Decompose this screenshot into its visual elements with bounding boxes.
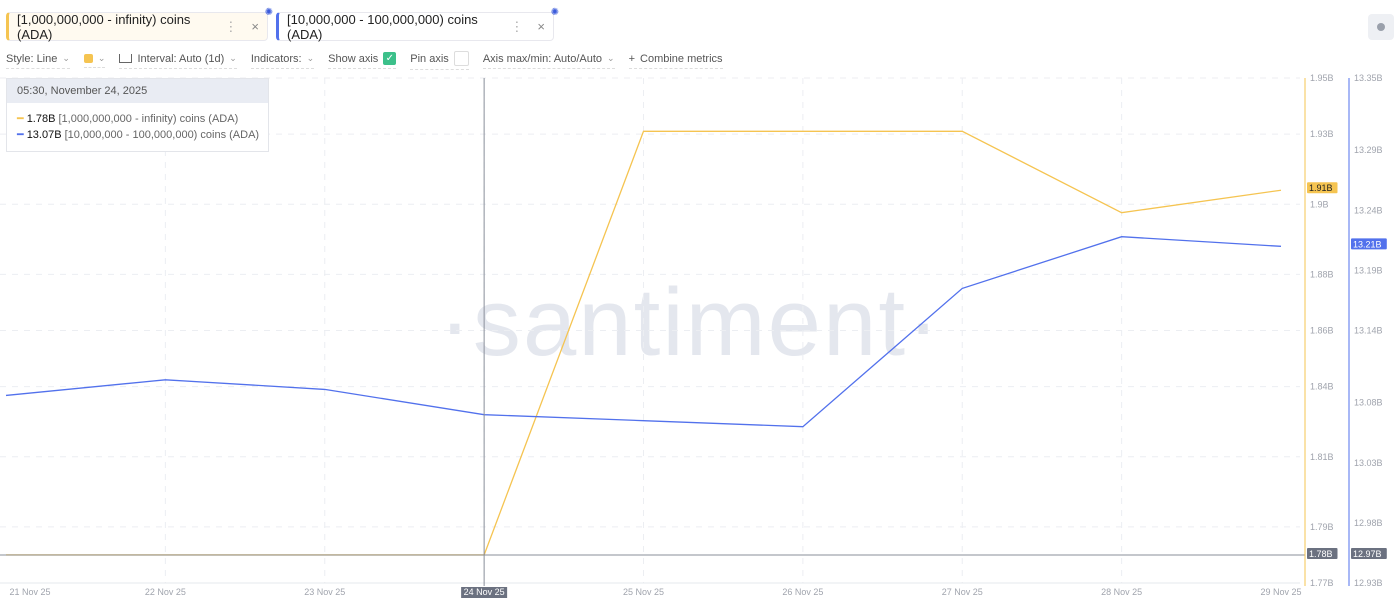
chevron-down-icon: ⌄ bbox=[306, 53, 315, 63]
ruler-icon bbox=[119, 54, 133, 63]
hover-value-badge-2-bg bbox=[1351, 547, 1387, 559]
y-tick-label-right: 13.29B bbox=[1354, 145, 1383, 155]
more-options-icon[interactable]: ⋮ bbox=[510, 18, 524, 34]
checkbox-unchecked[interactable] bbox=[453, 51, 469, 66]
toolbar: Style: Line ⌄ ⌄ Interval: Auto (1d) ⌄ Indi… bbox=[6, 51, 723, 70]
show-axis-label: Show axis bbox=[328, 52, 379, 65]
pin-axis-label: Pin axis bbox=[410, 52, 449, 65]
indicators-dropdown[interactable]: Indicators: ⌄ bbox=[250, 52, 315, 69]
x-tick-label: 26 Nov 25 bbox=[782, 587, 823, 597]
y-tick-label-left: 1.88B bbox=[1310, 269, 1334, 279]
axis-maxmin-label: Axis max/min: Auto/Auto bbox=[482, 52, 603, 65]
show-axis-toggle[interactable]: Show axis ✓ bbox=[328, 52, 397, 69]
y-tick-label-right: 13.03B bbox=[1354, 458, 1383, 468]
last-value-badge-2-bg bbox=[1351, 238, 1387, 250]
interval-dropdown[interactable]: Interval: Auto (1d) ⌄ bbox=[119, 52, 237, 69]
last-value-badge-2: 13.21B bbox=[1353, 239, 1382, 249]
tooltip-label: [10,000,000 - 100,000,000) coins (ADA) bbox=[64, 129, 260, 141]
chart-settings-button[interactable] bbox=[1368, 14, 1394, 40]
combine-metrics-label: Combine metrics bbox=[640, 52, 723, 65]
x-tick-label: 24 Nov 25 bbox=[464, 587, 505, 597]
plus-icon: + bbox=[628, 52, 636, 65]
chevron-down-icon: ⌄ bbox=[229, 53, 237, 63]
hover-tooltip: 05:30, November 24, 2025 ━ 1.78B [1,000,… bbox=[6, 78, 269, 152]
more-options-icon[interactable]: ⋮ bbox=[224, 18, 238, 34]
tooltip-value: 13.07B bbox=[26, 129, 62, 141]
blue-dash-icon: ━ bbox=[17, 129, 24, 141]
interval-label: Interval: Auto (1d) bbox=[137, 52, 225, 65]
y-tick-label-left: 1.9B bbox=[1310, 199, 1329, 209]
y-tick-label-left: 1.86B bbox=[1310, 326, 1334, 336]
chevron-down-icon: ⌄ bbox=[62, 53, 70, 63]
pin-axis-toggle[interactable]: Pin axis bbox=[410, 51, 469, 70]
y-tick-label-right: 12.98B bbox=[1354, 518, 1383, 528]
y-tick-label-left: 1.79B bbox=[1310, 522, 1334, 532]
tooltip-value: 1.78B bbox=[26, 113, 56, 125]
y-tick-label-right: 12.93B bbox=[1354, 578, 1383, 588]
watermark: ·santiment· bbox=[439, 269, 941, 376]
series-line-2 bbox=[5, 236, 1282, 428]
style-label: Style: Line bbox=[6, 52, 58, 65]
metric-tab-2[interactable]: [10,000,000 - 100,000,000) coins (ADA) ⋮… bbox=[276, 7, 559, 42]
last-value-badge-1: 1.91B bbox=[1309, 183, 1333, 193]
tooltip-label: [1,000,000,000 - infinity) coins (ADA) bbox=[58, 113, 239, 125]
y-tick-label-left: 1.81B bbox=[1310, 452, 1334, 462]
y-tick-label-left: 1.95B bbox=[1310, 73, 1334, 83]
x-tick-label: 25 Nov 25 bbox=[623, 587, 664, 597]
x-tick-label: 29 Nov 25 bbox=[1260, 587, 1301, 597]
indicators-label: Indicators: bbox=[250, 52, 302, 65]
close-icon[interactable]: × bbox=[251, 19, 259, 34]
tooltip-date: 05:30, November 24, 2025 bbox=[7, 79, 268, 103]
chevron-down-icon: ⌄ bbox=[607, 53, 615, 63]
tooltip-row: ━ 13.07B [10,000,000 - 100,000,000) coin… bbox=[7, 127, 268, 143]
x-tick-label: 27 Nov 25 bbox=[942, 587, 983, 597]
checkbox-checked[interactable]: ✓ bbox=[383, 52, 397, 65]
axis-maxmin-dropdown[interactable]: Axis max/min: Auto/Auto ⌄ bbox=[482, 52, 615, 69]
color-swatch bbox=[83, 54, 93, 63]
chevron-down-icon: ⌄ bbox=[97, 53, 106, 63]
y-tick-label-right: 13.35B bbox=[1354, 73, 1383, 83]
metric-tab-1-label: [1,000,000,000 - infinity) coins (ADA) bbox=[17, 11, 191, 42]
hover-value-badge-2: 12.97B bbox=[1353, 549, 1382, 559]
y-tick-label-right: 13.14B bbox=[1354, 326, 1383, 336]
settings-gear-icon[interactable]: ✺ bbox=[550, 7, 559, 18]
y-tick-label-right: 13.08B bbox=[1354, 398, 1383, 408]
y-tick-label-left: 1.84B bbox=[1310, 382, 1334, 392]
hover-value-badge-1: 1.78B bbox=[1309, 549, 1333, 559]
x-tick-label: 23 Nov 25 bbox=[304, 587, 345, 597]
y-tick-label-right: 13.19B bbox=[1354, 265, 1383, 275]
x-tick-label: 22 Nov 25 bbox=[145, 587, 186, 597]
style-dropdown[interactable]: Style: Line ⌄ bbox=[6, 53, 70, 69]
y-tick-label-left: 1.77B bbox=[1310, 578, 1334, 588]
y-tick-label-left: 1.93B bbox=[1310, 129, 1334, 139]
yellow-dash-icon: ━ bbox=[17, 113, 24, 125]
tooltip-row: ━ 1.78B [1,000,000,000 - infinity) coins… bbox=[7, 111, 268, 127]
x-tick-label: 28 Nov 25 bbox=[1101, 587, 1142, 597]
hover-value-badge-1-bg bbox=[1307, 547, 1338, 559]
x-tick-label: 21 Nov 25 bbox=[9, 587, 50, 597]
x-tick-highlight-bg bbox=[461, 587, 508, 598]
close-icon[interactable]: × bbox=[537, 19, 545, 34]
settings-gear-icon[interactable]: ✺ bbox=[264, 7, 273, 18]
last-value-badge-1-bg bbox=[1307, 182, 1338, 194]
color-picker[interactable]: ⌄ bbox=[83, 53, 106, 68]
y-tick-label-right: 13.24B bbox=[1354, 205, 1383, 215]
metric-tab-1[interactable]: [1,000,000,000 - infinity) coins (ADA) ⋮… bbox=[6, 7, 273, 42]
metric-tab-2-label: [10,000,000 - 100,000,000) coins (ADA) bbox=[287, 11, 478, 42]
combine-metrics-button[interactable]: + Combine metrics bbox=[628, 52, 723, 69]
